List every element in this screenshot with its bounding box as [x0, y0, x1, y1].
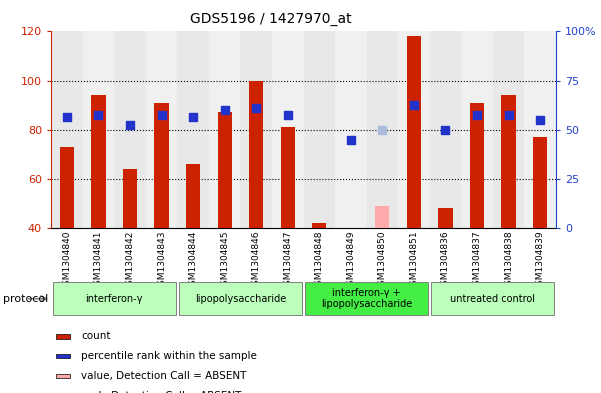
Text: rank, Detection Call = ABSENT: rank, Detection Call = ABSENT	[81, 391, 242, 393]
Point	[62, 114, 72, 121]
Bar	[59, 147, 74, 228]
Point	[94, 112, 103, 118]
Bar	[281, 127, 295, 228]
Point	[441, 127, 450, 133]
Bar	[367, 31, 398, 228]
Bar	[305, 283, 428, 315]
Bar	[209, 31, 240, 228]
Point	[504, 112, 513, 118]
Bar	[430, 31, 462, 228]
Bar	[56, 374, 70, 378]
Bar	[525, 31, 556, 228]
Bar	[462, 31, 493, 228]
Bar	[335, 31, 367, 228]
Bar	[186, 164, 200, 228]
Bar	[304, 31, 335, 228]
Bar	[218, 112, 232, 228]
Bar	[154, 103, 169, 228]
Bar	[272, 31, 304, 228]
Point	[125, 122, 135, 128]
Bar	[493, 31, 525, 228]
Point	[220, 107, 230, 113]
Point	[157, 112, 166, 118]
Bar	[240, 31, 272, 228]
Point	[251, 105, 261, 111]
Text: interferon-γ: interferon-γ	[85, 294, 143, 304]
Bar	[56, 334, 70, 339]
Bar	[249, 81, 263, 228]
Text: percentile rank within the sample: percentile rank within the sample	[81, 351, 257, 361]
Bar	[432, 283, 554, 315]
Text: lipopolysaccharide: lipopolysaccharide	[195, 294, 286, 304]
Point	[377, 127, 387, 133]
Bar	[375, 206, 389, 228]
Bar	[56, 354, 70, 358]
Bar	[398, 31, 430, 228]
Bar	[470, 103, 484, 228]
Bar	[312, 223, 326, 228]
Point	[472, 112, 482, 118]
Text: count: count	[81, 331, 111, 342]
Bar	[123, 169, 137, 228]
Text: GDS5196 / 1427970_at: GDS5196 / 1427970_at	[190, 12, 351, 26]
Bar	[83, 31, 114, 228]
Bar	[407, 37, 421, 228]
Point	[188, 114, 198, 121]
Bar	[179, 283, 302, 315]
Bar	[51, 31, 83, 228]
Bar	[533, 137, 548, 228]
Point	[346, 136, 356, 143]
Bar	[91, 95, 106, 228]
Text: value, Detection Call = ABSENT: value, Detection Call = ABSENT	[81, 371, 247, 381]
Bar	[53, 283, 175, 315]
Text: interferon-γ +
lipopolysaccharide: interferon-γ + lipopolysaccharide	[321, 288, 412, 309]
Bar	[438, 208, 453, 228]
Bar	[501, 95, 516, 228]
Bar	[177, 31, 209, 228]
Point	[283, 112, 293, 118]
Bar	[146, 31, 177, 228]
Bar	[114, 31, 146, 228]
Point	[535, 117, 545, 123]
Point	[409, 102, 419, 108]
Text: untreated control: untreated control	[450, 294, 535, 304]
Text: protocol: protocol	[3, 294, 48, 304]
